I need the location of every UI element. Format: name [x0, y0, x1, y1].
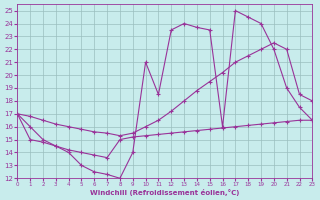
X-axis label: Windchill (Refroidissement éolien,°C): Windchill (Refroidissement éolien,°C)	[90, 189, 240, 196]
